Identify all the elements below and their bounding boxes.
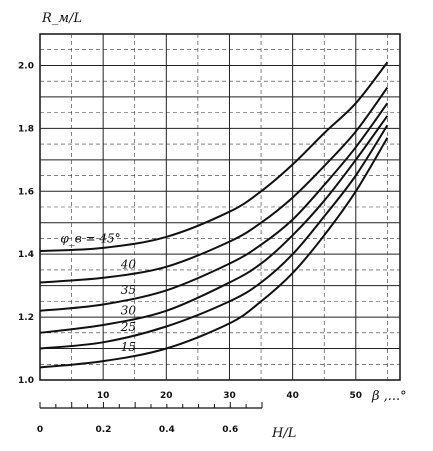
- y-axis-title: R_м/L: [41, 11, 82, 26]
- y-tick-label: 1.0: [18, 376, 34, 386]
- y-tick-label: 2.0: [18, 61, 34, 71]
- y-tick-label: 1.4: [18, 250, 34, 260]
- curves: [39, 61, 389, 369]
- y-tick-label: 1.6: [18, 187, 34, 197]
- y-tick-label: 1.8: [18, 124, 34, 134]
- series-line-3: [39, 115, 389, 334]
- series-line-2: [39, 102, 389, 312]
- curve-label-30: 30: [121, 303, 137, 317]
- secondary-tick-label: 0.4: [159, 425, 175, 435]
- curve-label-25: 25: [120, 320, 136, 334]
- x-tick-label: 20: [160, 391, 173, 401]
- labels: φ_в = 45°40 35 30 25 15: [60, 232, 136, 355]
- y-tick-label: 1.2: [18, 313, 34, 323]
- x-tick-label: 30: [223, 391, 236, 401]
- curve-label-40: 40: [120, 257, 137, 271]
- x-axis-title: β ,...°: [371, 389, 407, 404]
- secondary-tick-label: 0.6: [222, 425, 238, 435]
- x-tick-label: 50: [350, 391, 363, 401]
- series-line-5: [39, 137, 389, 369]
- series-line-1: [39, 86, 389, 284]
- x-tick-label: 40: [286, 391, 299, 401]
- series-line-4: [39, 124, 389, 350]
- curve-label-15: 15: [121, 340, 136, 354]
- curve-label-35: 35: [121, 283, 136, 297]
- secondary-x-axis-title: H/L: [271, 426, 296, 441]
- curve-label-45: φ_в = 45°: [60, 232, 120, 246]
- secondary-tick-label: 0: [37, 425, 43, 435]
- x-tick-label: 10: [97, 391, 110, 401]
- secondary-tick-label: 0.2: [95, 425, 111, 435]
- secondary-x-axis: 0 0.2 0.4 0.6: [37, 402, 263, 435]
- series-line-0: [39, 61, 389, 252]
